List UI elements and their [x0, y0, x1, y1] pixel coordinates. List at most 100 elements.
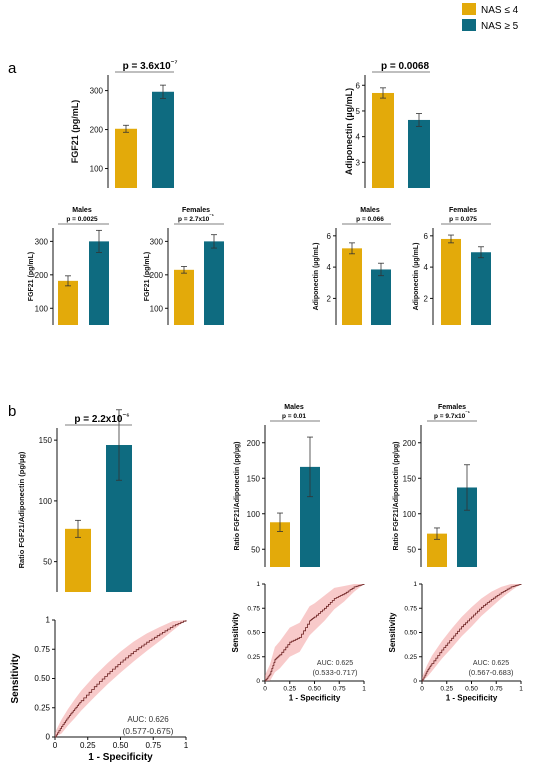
bar-nas-high — [89, 241, 109, 325]
y-axis-label: FGF21 (pg/mL) — [28, 252, 35, 301]
group-title: Females — [182, 207, 210, 214]
p-value: p = 3.6x10⁻⁷ — [123, 58, 178, 72]
legend-swatch-nas-low — [462, 3, 476, 15]
auc-label: AUC: 0.626 — [127, 715, 169, 724]
roc-confidence-band — [55, 620, 186, 737]
y-tick-label: 300 — [90, 87, 104, 96]
y-axis-label: Ratio FGF21/Adiponectin (pg/µg) — [17, 451, 26, 568]
y-tick-label: 4 — [424, 263, 429, 272]
bar-chart-b-ratio-all: 50 100 150 p = 2.2x10⁻⁶ Ratio FGF21/Adiponec… — [17, 409, 132, 592]
p-value: p = 2.7x10⁻⁵ — [178, 213, 214, 223]
roc-curve — [55, 620, 187, 738]
y-axis-label: Adiponectin (µg/mL) — [313, 243, 320, 311]
y-axis-label: Ratio FGF21/Adiponectin (pg/µg) — [393, 441, 400, 550]
y-tick-label: 0.75 — [247, 605, 260, 612]
bar-nas-low — [270, 522, 290, 567]
roc-curve — [422, 584, 522, 682]
legend-swatch-nas-high — [462, 19, 476, 31]
y-axis-label: FGF21 (pg/mL) — [70, 100, 80, 164]
y-axis-label: Sensitivity — [231, 612, 240, 653]
auc-ci-label: (0.577-0.675) — [122, 726, 173, 736]
y-tick-label: 150 — [403, 474, 417, 483]
group-title: Males — [360, 207, 380, 214]
x-tick-label: 0 — [263, 686, 267, 693]
x-axis-label: 1 - Specificity — [88, 752, 153, 763]
y-tick-label: 6 — [327, 232, 332, 241]
group-title: Females — [449, 207, 477, 214]
y-tick-label: 300 — [35, 237, 49, 246]
p-value: p = 0.01 — [282, 413, 306, 420]
x-tick-label: 0.50 — [308, 686, 321, 693]
group-title: Males — [284, 404, 304, 411]
y-tick-label: 100 — [90, 165, 104, 174]
legend-label-nas-high: NAS ≥ 5 — [481, 21, 519, 32]
roc-confidence-band — [265, 584, 364, 681]
y-tick-label: 100 — [39, 497, 53, 506]
p-value: p = 0.0025 — [66, 216, 98, 223]
legend: NAS ≤ 4 NAS ≥ 5 — [462, 3, 519, 32]
x-axis-label: 1 - Specificity — [446, 694, 498, 703]
y-tick-label: 0.25 — [247, 654, 260, 661]
auc-label: AUC: 0.625 — [317, 660, 353, 667]
bar-nas-low — [427, 533, 447, 567]
y-tick-label: 0.25 — [34, 703, 50, 712]
y-tick-label: 50 — [407, 545, 416, 554]
bar-nas-low — [372, 92, 394, 188]
bar-chart-a-fgf21-males: 100 200 300 Males p = 0.0025 FGF21 (pg/mL) — [28, 207, 109, 325]
y-tick-label: 6 — [424, 232, 429, 241]
bar-nas-low — [65, 528, 91, 592]
x-axis-label: 1 - Specificity — [289, 694, 341, 703]
y-tick-label: 1 — [256, 581, 260, 588]
y-tick-label: 100 — [247, 510, 261, 519]
p-value: p = 0.075 — [449, 216, 477, 223]
bar-chart-a-adipo-males: 2 4 6 Males p = 0.066 Adiponectin (µg/mL) — [313, 207, 391, 325]
x-tick-label: 0.75 — [490, 686, 503, 693]
y-tick-label: 0.25 — [404, 654, 417, 661]
bar-chart-b-ratio-males: 50 100 150 200 Males p = 0.01 Ratio FGF21/Adip… — [234, 404, 320, 567]
x-tick-label: 0.25 — [283, 686, 296, 693]
y-tick-label: 1 — [46, 616, 51, 625]
bar-nas-low — [58, 280, 78, 325]
y-tick-label: 200 — [403, 439, 417, 448]
bar-chart-a-adipo-females: 2 4 6 Females p = 0.075 Adiponectin (µg/mL) — [413, 207, 491, 325]
y-axis-label: Sensitivity — [388, 612, 397, 653]
y-tick-label: 100 — [150, 304, 164, 313]
p-value: p = 2.2x10⁻⁶ — [74, 411, 129, 425]
x-tick-label: 1 — [519, 686, 523, 693]
y-tick-label: 5 — [356, 107, 361, 116]
bar-nas-high — [371, 269, 391, 325]
x-tick-label: 0.25 — [440, 686, 453, 693]
auc-label: AUC: 0.625 — [473, 660, 509, 667]
y-tick-label: 2 — [327, 294, 332, 303]
bar-nas-high — [152, 91, 174, 188]
y-tick-label: 300 — [150, 237, 164, 246]
y-axis-label: Adiponectin (µg/mL) — [344, 88, 354, 175]
roc-chart-b-roc-females: 00 0.25 0.25 0.50 0.50 0.75 0.75 1 1 1 - Specific… — [388, 581, 523, 702]
panel-label-b: b — [8, 403, 16, 420]
x-tick-label: 0.50 — [465, 686, 478, 693]
y-axis-label: Adiponectin (µg/mL) — [413, 243, 420, 311]
bar-chart-a-fgf21-all: 100 200 300 p = 3.6x10⁻⁷ FGF21 (pg/mL) — [70, 58, 177, 188]
x-tick-label: 0 — [53, 741, 58, 750]
y-tick-label: 150 — [247, 474, 261, 483]
legend-label-nas-low: NAS ≤ 4 — [481, 5, 519, 16]
y-tick-label: 1 — [413, 581, 417, 588]
y-tick-label: 200 — [90, 126, 104, 135]
y-tick-label: 0 — [46, 733, 51, 742]
group-title: Females — [438, 404, 466, 411]
y-tick-label: 100 — [403, 510, 417, 519]
y-axis-label: Sensitivity — [10, 653, 21, 703]
p-value: p = 0.066 — [356, 216, 384, 223]
y-tick-label: 4 — [327, 263, 332, 272]
bar-nas-low — [441, 238, 461, 325]
x-tick-label: 1 — [184, 741, 189, 750]
bar-nas-high — [471, 252, 491, 325]
y-tick-label: 200 — [247, 439, 261, 448]
y-tick-label: 0.50 — [34, 674, 50, 683]
y-tick-label: 50 — [43, 558, 52, 567]
y-tick-label: 3 — [356, 158, 361, 167]
auc-ci-label: (0.533-0.717) — [312, 668, 358, 677]
